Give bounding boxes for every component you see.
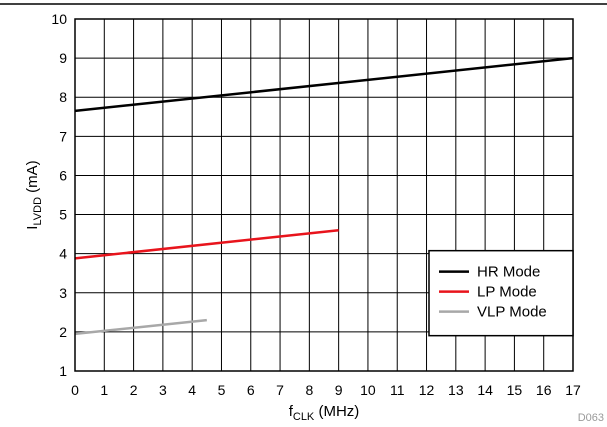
x-tick-label: 11 <box>390 382 405 398</box>
figure-id-note: D063 <box>578 412 604 424</box>
legend-label-hr-mode: HR Mode <box>477 264 540 281</box>
plot-frame <box>74 18 574 372</box>
x-tick-label: 16 <box>536 382 552 398</box>
y-axis-label: ILVDD (mA) <box>24 160 44 229</box>
y-tick-label: 2 <box>59 324 67 340</box>
y-tick-label: 9 <box>59 50 67 66</box>
x-tick-label: 9 <box>335 382 343 398</box>
x-tick-label: 10 <box>360 382 376 398</box>
y-tick-label: 3 <box>59 285 67 301</box>
y-tick-label: 5 <box>59 207 67 223</box>
x-tick-label: 12 <box>419 382 435 398</box>
legend: HR Mode LP Mode VLP Mode <box>428 249 574 337</box>
series-lines <box>74 56 574 336</box>
x-tick-label: 1 <box>100 382 108 398</box>
y-tick-label: 6 <box>59 167 67 183</box>
x-tick-label: 17 <box>565 382 581 398</box>
x-tick-label: 5 <box>218 382 226 398</box>
y-tick-label: 7 <box>59 128 67 144</box>
x-tick-label: 13 <box>448 382 464 398</box>
y-tick-labels: 1 2 3 4 5 6 7 8 9 10 <box>51 11 67 379</box>
x-tick-label: 0 <box>71 382 79 398</box>
x-tick-label: 2 <box>130 382 138 398</box>
y-tick-label: 10 <box>51 11 67 27</box>
x-tick-label: 7 <box>276 382 284 398</box>
y-tick-label: 8 <box>59 89 67 105</box>
series-line-lp-mode <box>74 228 339 260</box>
x-axis-label: fCLK (MHz) <box>289 403 360 423</box>
x-tick-labels: 0 1 2 3 4 5 6 7 8 9 10 11 12 13 14 15 16 17 <box>71 382 581 398</box>
legend-label-vlp-mode: VLP Mode <box>477 304 547 321</box>
x-tick-label: 6 <box>247 382 255 398</box>
x-tick-label: 4 <box>188 382 196 398</box>
series-line-hr-mode <box>74 56 574 113</box>
legend-label-lp-mode: LP Mode <box>477 284 537 301</box>
series-line-vlp-mode <box>74 318 207 336</box>
y-tick-label: 1 <box>59 363 67 379</box>
x-tick-label: 3 <box>159 382 167 398</box>
y-tick-label: 4 <box>59 246 67 262</box>
x-tick-label: 8 <box>305 382 313 398</box>
legend-box <box>428 249 574 337</box>
x-tick-label: 15 <box>507 382 523 398</box>
x-tick-label: 14 <box>477 382 493 398</box>
